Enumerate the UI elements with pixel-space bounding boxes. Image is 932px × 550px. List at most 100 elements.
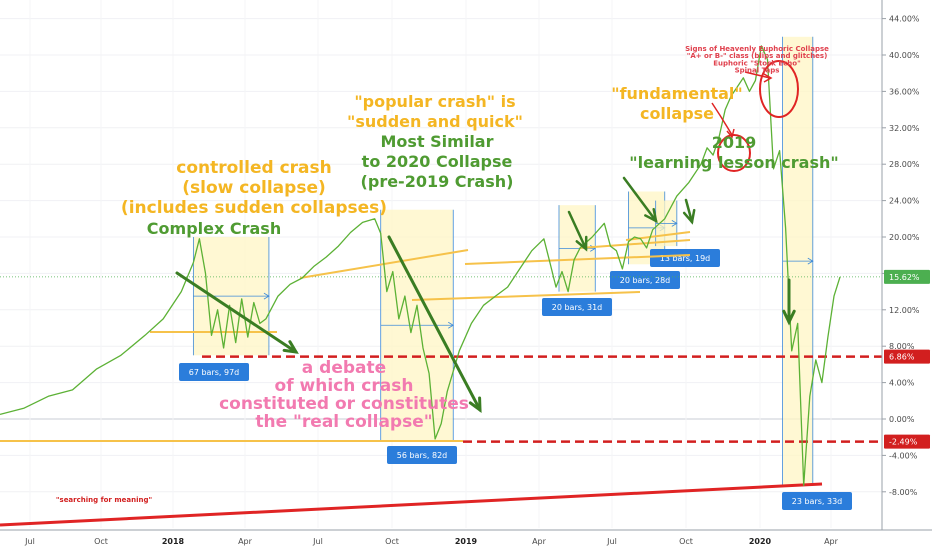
highlight-circle	[717, 134, 751, 172]
annotation-text: "learning lesson crash"	[629, 153, 838, 172]
price-tag-label: 6.86%	[889, 353, 915, 362]
annotation-text: controlled crash	[176, 158, 331, 178]
range-box-label-bg	[542, 298, 612, 316]
x-tick-label: Apr	[824, 537, 839, 546]
range-box-arrow	[671, 220, 678, 227]
annotation-block: "searching for meaning"	[56, 496, 152, 504]
y-tick-label: 36.00%	[889, 87, 920, 96]
annotation-text: of which crash	[275, 376, 414, 396]
y-tick-label: 32.00%	[889, 124, 920, 133]
x-tick-label: Apr	[532, 537, 547, 546]
annotation-text: Spinal Taps	[735, 67, 780, 75]
annotation-text: collapse	[640, 104, 714, 123]
range-box-label: 20 bars, 28d	[620, 276, 671, 285]
annotation-block: "popular crash" is"sudden and quick"	[347, 92, 523, 131]
annotation-text: "A+ or B-" class (blips and glitches)	[687, 52, 828, 60]
pointer-arrow-head	[763, 73, 773, 83]
trend-line	[464, 254, 691, 265]
annotation-layer: controlled crash(slow collapse)(includes…	[56, 45, 839, 504]
y-tick-label: 4.00%	[889, 379, 915, 388]
annotation-text: "searching for meaning"	[56, 496, 152, 504]
range-box-label: 56 bars, 82d	[397, 451, 448, 460]
x-tick-label: 2020	[749, 537, 772, 546]
annotation-block: controlled crash(slow collapse)(includes…	[121, 158, 387, 218]
x-tick-label: Oct	[385, 537, 399, 546]
trend-arrow	[387, 235, 482, 412]
trend-arrow-head	[282, 340, 299, 354]
range-box-label: 13 bars, 19d	[660, 254, 711, 263]
range-box-label-bg	[179, 363, 249, 381]
x-tick-label: Jul	[606, 537, 617, 546]
trend-arrow	[684, 198, 694, 224]
y-tick-label: 12.00%	[889, 306, 920, 315]
x-tick-label: 2019	[455, 537, 478, 546]
x-tick-label: Jul	[312, 537, 323, 546]
long-term-support-line	[0, 482, 823, 527]
range-box-label-bg	[387, 446, 457, 464]
price-tag-bg	[884, 349, 930, 364]
annotation-text: "fundamental"	[611, 84, 743, 103]
y-tick-label: 8.00%	[889, 342, 915, 351]
y-tick-label: 44.00%	[889, 15, 920, 24]
x-tick-label: 2018	[162, 537, 185, 546]
trend-arrow-head	[782, 309, 796, 326]
series-line	[0, 45, 841, 487]
annotation-block: 2019"learning lesson crash"	[629, 133, 838, 172]
annotation-text: a debate	[302, 358, 386, 378]
annotation-text: to 2020 Collapse	[362, 152, 513, 171]
annotation-block: Signs of Heavenly Euphoric Collapse"A+ o…	[685, 45, 829, 75]
range-box-label: 23 bars, 33d	[792, 497, 843, 506]
range-box-arrow	[263, 292, 270, 300]
annotation-text: (includes sudden collapses)	[121, 198, 387, 218]
price-tag-bg	[884, 434, 930, 449]
trend-line	[625, 231, 691, 241]
annotation-text: Signs of Heavenly Euphoric Collapse	[685, 45, 829, 53]
price-tag-bg	[884, 269, 930, 284]
x-tick-label: Oct	[679, 537, 693, 546]
trend-arrow-head	[468, 396, 482, 414]
pointer-arrow-head	[726, 128, 735, 139]
trend-arrow	[622, 176, 658, 223]
y-tick-label: 28.00%	[889, 160, 920, 169]
annotation-text: the "real collapse"	[255, 412, 432, 432]
trend-arrow-head	[644, 207, 658, 224]
x-tick-label: Oct	[94, 537, 108, 546]
annotation-text: (slow collapse)	[182, 178, 326, 198]
price-tag-label: -2.49%	[889, 438, 918, 447]
range-box-label-bg	[610, 271, 680, 289]
reference-lines-layer	[0, 231, 882, 527]
annotation-text: Most Similar	[381, 132, 494, 151]
range-box-label: 67 bars, 97d	[189, 368, 240, 377]
annotation-text: 2019	[712, 133, 757, 152]
range-box-arrow	[448, 321, 455, 329]
trend-line	[411, 291, 641, 301]
annotation-block: Complex Crash	[147, 219, 281, 238]
annotation-text: Euphoric "Stock Echo"	[713, 59, 800, 67]
annotation-text: "sudden and quick"	[347, 112, 523, 131]
series-layer	[0, 45, 841, 487]
annotation-block: "fundamental"collapse	[611, 84, 743, 123]
trend-arrow-head	[682, 208, 696, 225]
x-tick-label: Jul	[24, 537, 35, 546]
annotation-text: Complex Crash	[147, 219, 281, 238]
y-tick-label: 0.00%	[889, 415, 915, 424]
drawings-layer	[175, 60, 799, 414]
y-tick-label: -8.00%	[889, 488, 918, 497]
range-box-label: 20 bars, 31d	[552, 303, 603, 312]
range-box-label-bg	[650, 249, 720, 267]
trend-arrow	[567, 210, 588, 251]
trend-arrow	[175, 271, 298, 354]
range-box-arrow	[807, 257, 814, 265]
annotation-text: constituted or constitutes	[219, 394, 469, 414]
pointer-arrow	[711, 102, 733, 136]
y-tick-label: 24.00%	[889, 197, 920, 206]
range-boxes-layer: 67 bars, 97d 56 bars, 82d 20 bars, 31d 20 b…	[179, 36, 852, 510]
price-tag-label: 15.62%	[889, 273, 920, 282]
highlight-circle	[759, 60, 799, 118]
pointer-arrow	[744, 71, 771, 79]
y-tick-label: 20.00%	[889, 233, 920, 242]
x-tick-label: Apr	[238, 537, 253, 546]
